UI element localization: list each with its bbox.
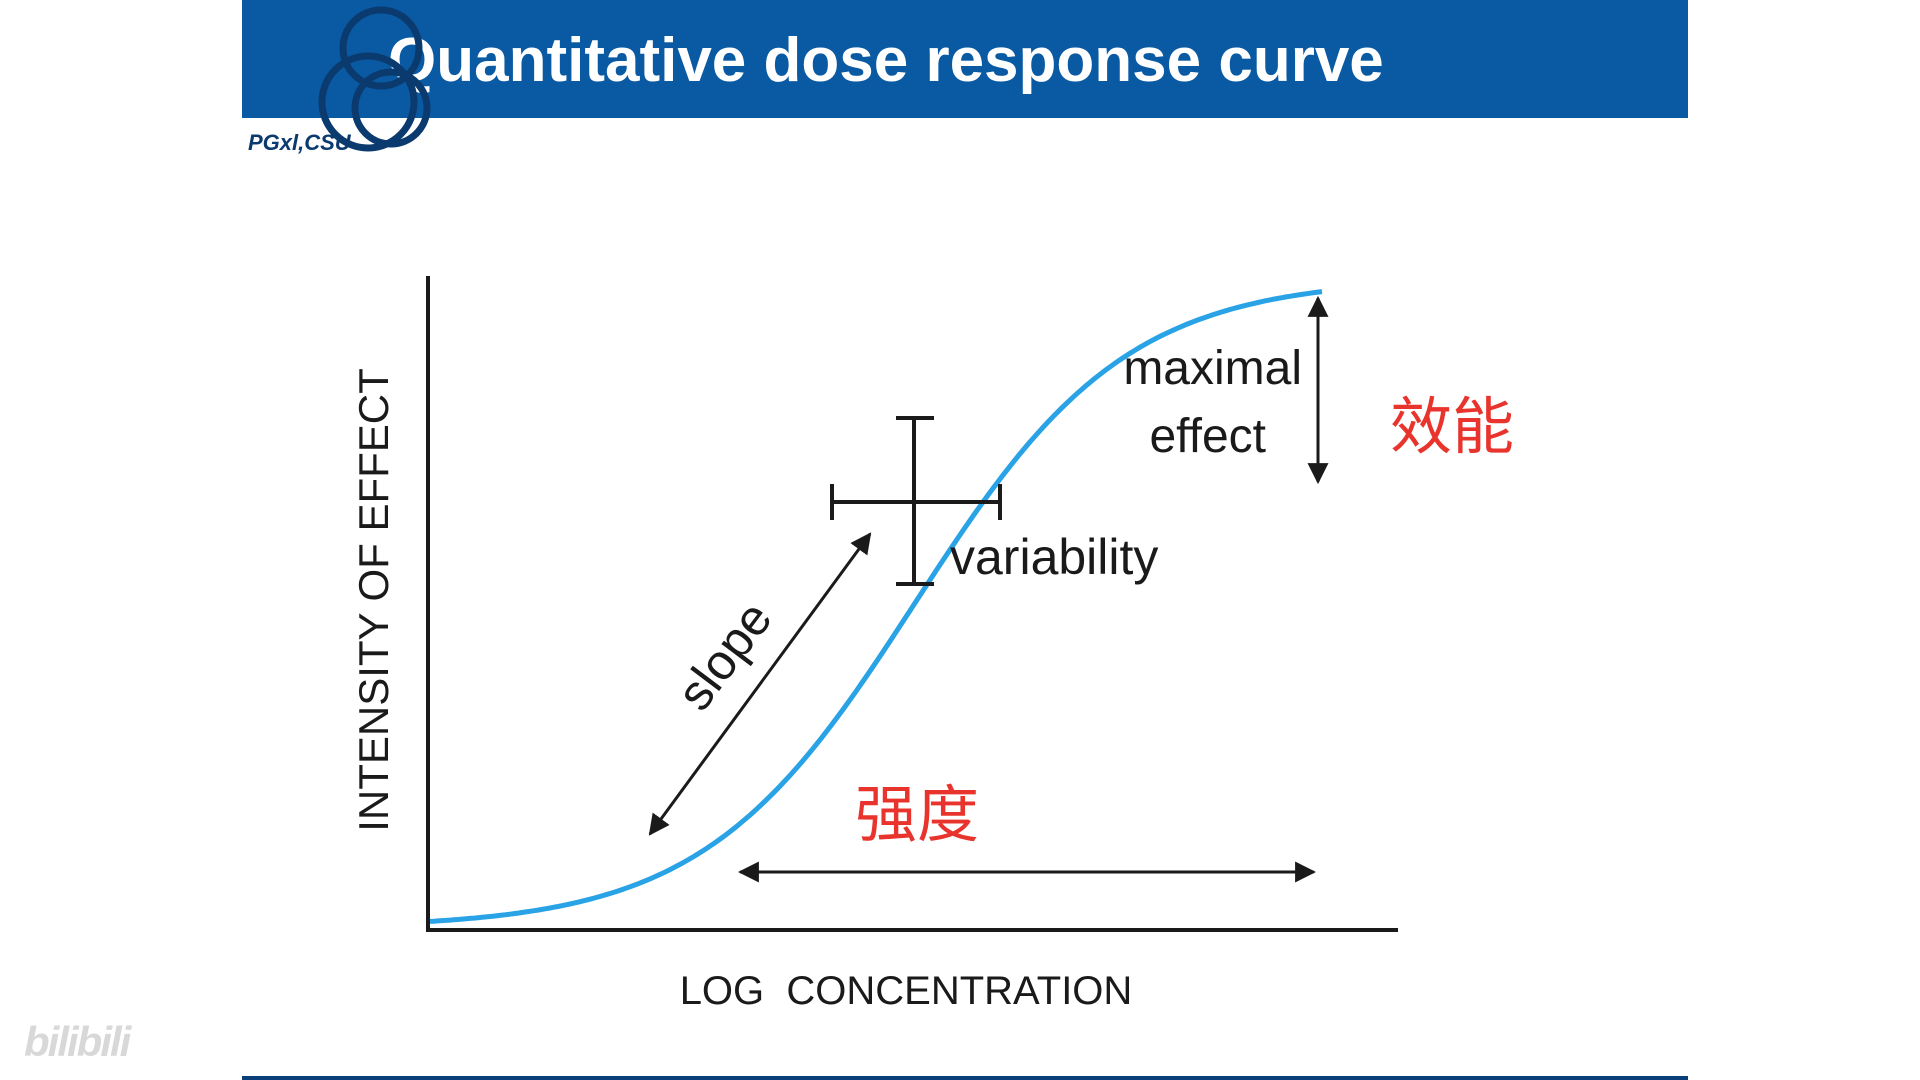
potency-label-cn: 强度 (855, 778, 979, 851)
bilibili-watermark: bilibili (24, 1018, 131, 1065)
logo-text: PGxl,CSU (248, 130, 352, 155)
variability-cross (830, 416, 1002, 586)
title-bar (242, 0, 1688, 118)
slide-title: Quantitative dose response curve (388, 26, 1384, 95)
maximal-effect-label-line1: maximal (1123, 342, 1302, 395)
variability-label: variability (950, 529, 1158, 585)
y-axis-label: INTENSITY OF EFFECT (350, 368, 397, 832)
bottom-rule (242, 1076, 1688, 1080)
slope-label: slope (666, 591, 783, 720)
maximal-effect-label-line2: effect (1149, 410, 1266, 463)
slope-arrow (648, 532, 872, 836)
pgx-logo: PGxl,CSU (248, 6, 431, 155)
efficacy-label-cn: 效能 (1390, 390, 1514, 463)
dose-response-curve (429, 289, 1323, 924)
x-axis-label: LOG CONCENTRATION (680, 969, 1133, 1013)
